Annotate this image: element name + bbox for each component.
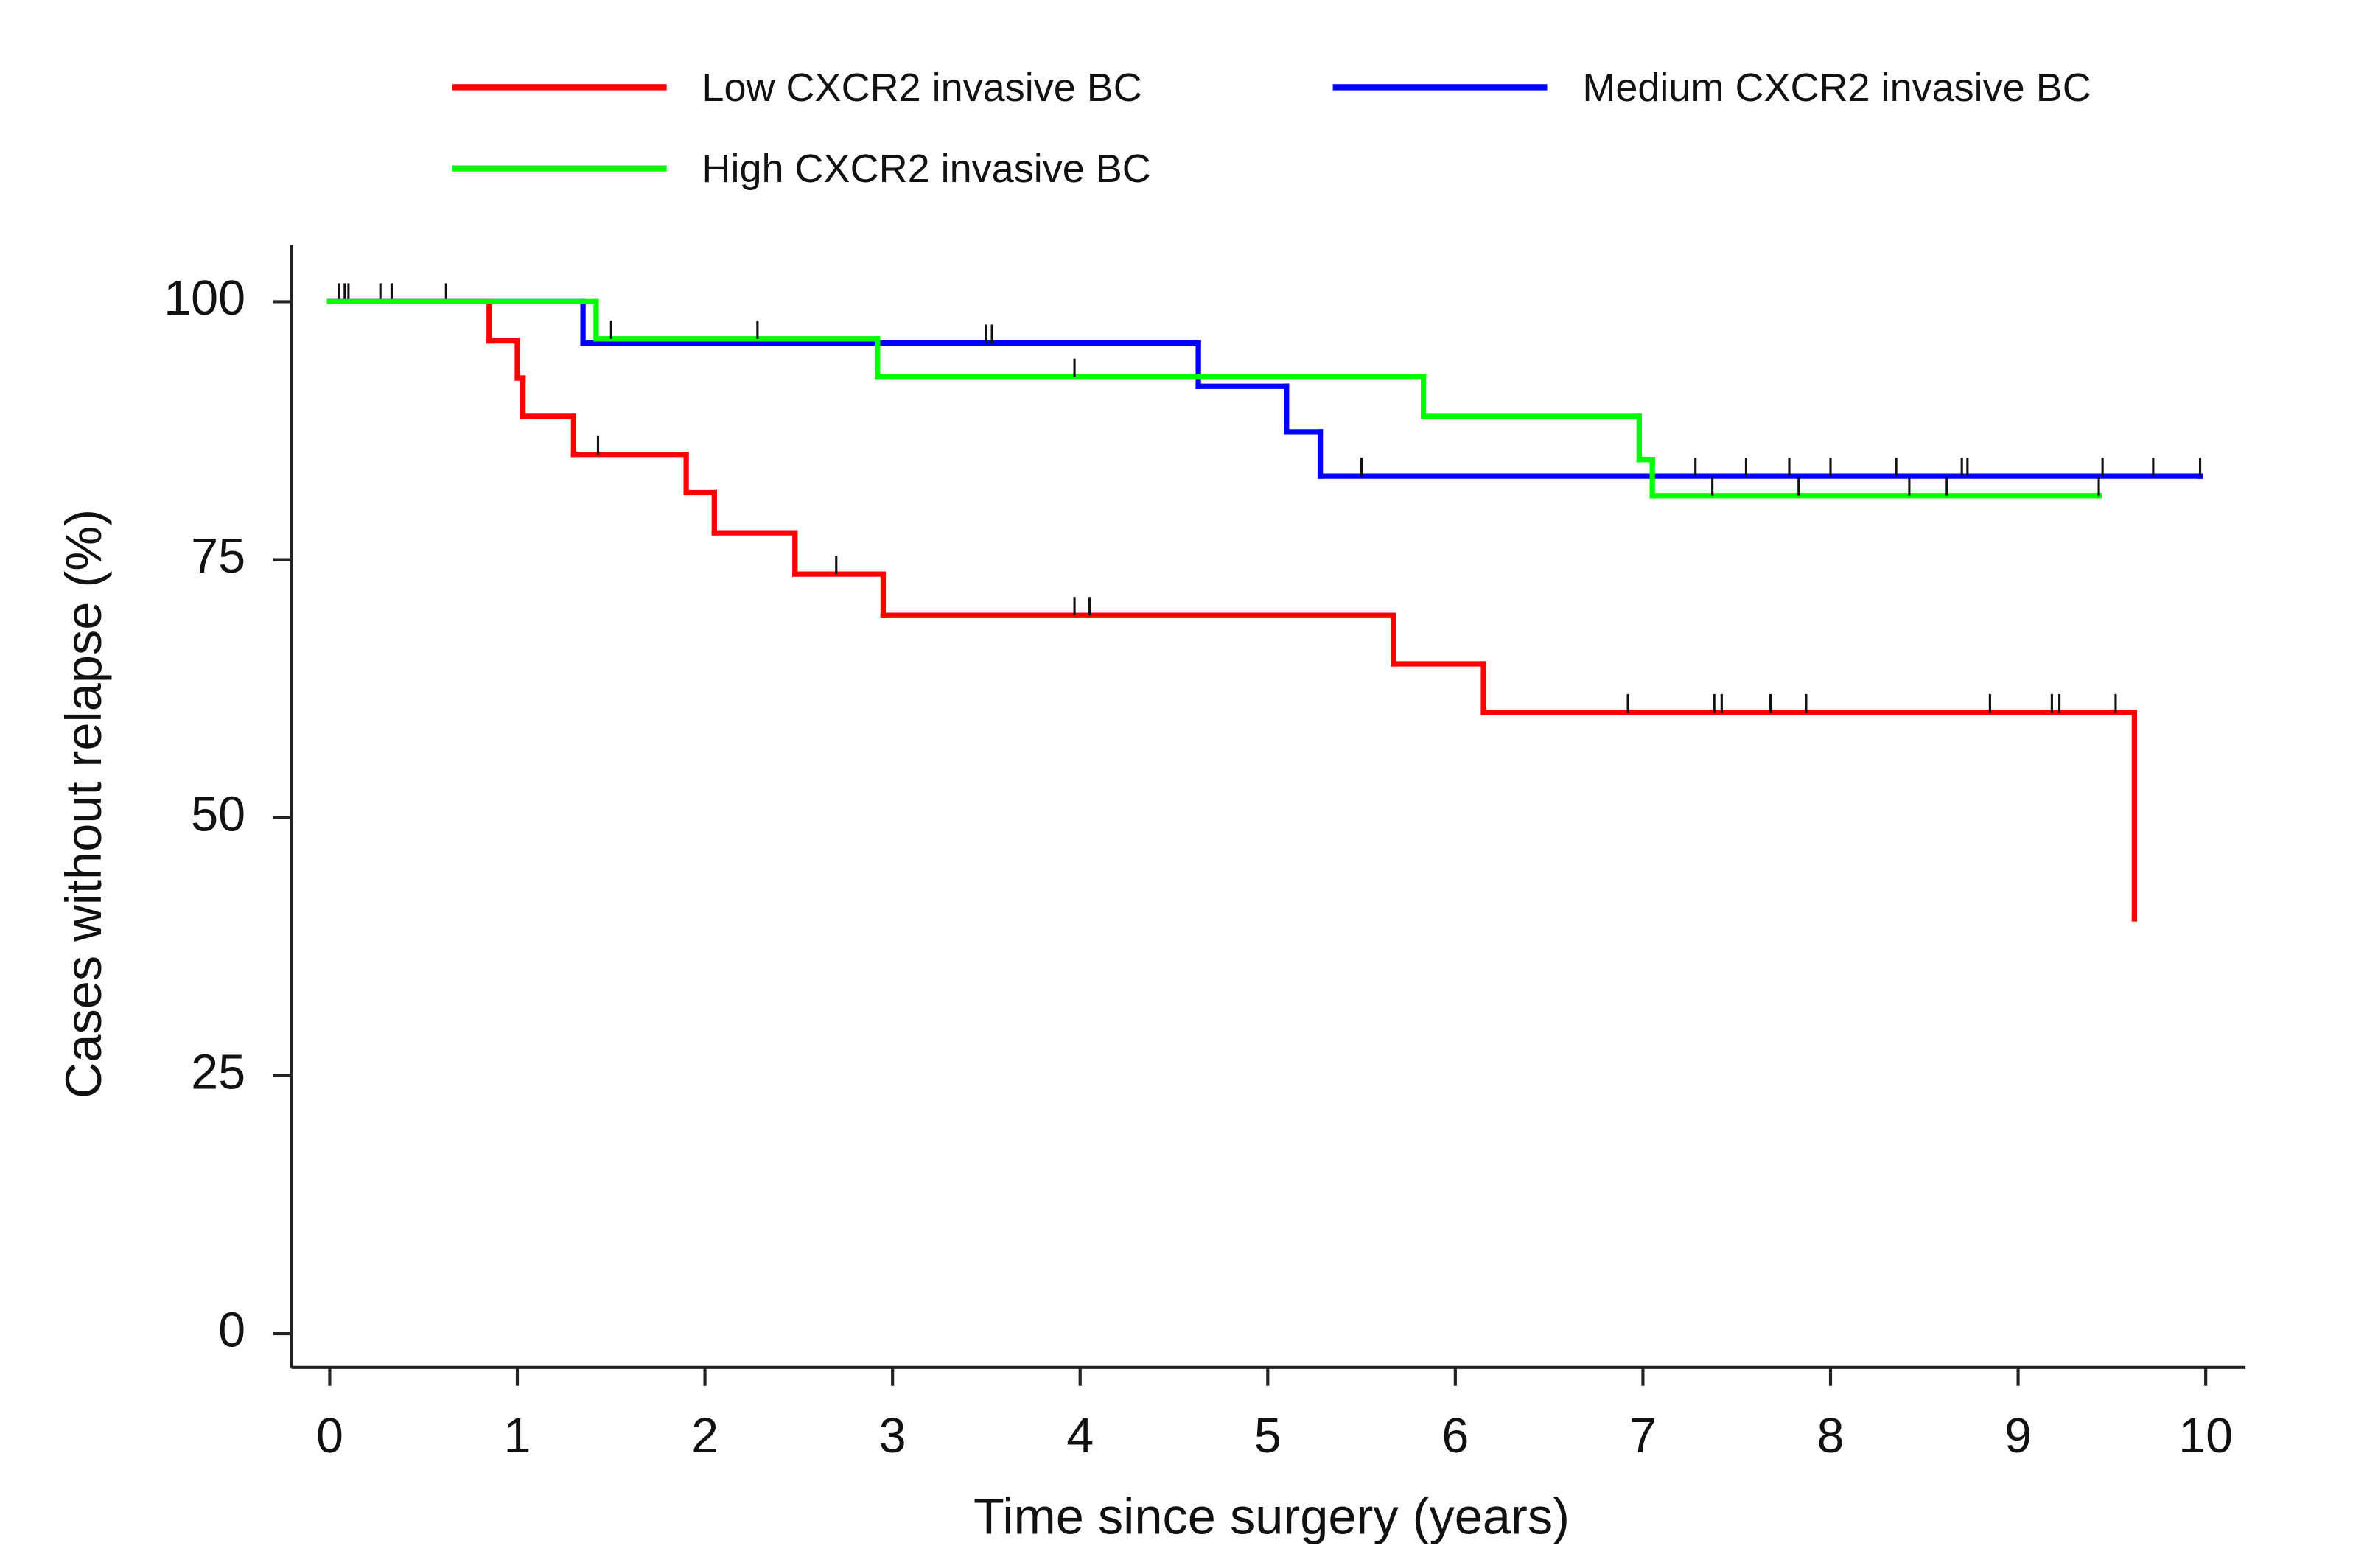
x-tick-label: 5 xyxy=(1254,1409,1282,1463)
x-tick-label: 4 xyxy=(1066,1409,1094,1463)
x-tick-label: 2 xyxy=(691,1409,719,1463)
y-tick-label: 50 xyxy=(191,787,245,841)
y-tick-label: 0 xyxy=(218,1303,245,1358)
y-tick-label: 100 xyxy=(164,271,245,326)
x-tick-label: 6 xyxy=(1441,1409,1469,1463)
legend-label: Medium CXCR2 invasive BC xyxy=(1582,66,2091,110)
legend-label: High CXCR2 invasive BC xyxy=(702,147,1150,191)
y-tick-label: 25 xyxy=(191,1045,245,1099)
y-axis-title: Cases without relapse (%) xyxy=(55,509,112,1099)
x-tick-label: 0 xyxy=(316,1409,343,1463)
y-tick-label: 75 xyxy=(191,529,245,584)
x-tick-label: 9 xyxy=(2004,1409,2032,1463)
x-tick-label: 3 xyxy=(879,1409,906,1463)
x-tick-label: 10 xyxy=(2178,1409,2233,1463)
x-axis-title: Time since surgery (years) xyxy=(973,1488,1570,1545)
x-tick-label: 7 xyxy=(1629,1409,1657,1463)
x-tick-label: 1 xyxy=(504,1409,531,1463)
x-tick-label: 8 xyxy=(1817,1409,1845,1463)
legend-label: Low CXCR2 invasive BC xyxy=(702,66,1141,110)
